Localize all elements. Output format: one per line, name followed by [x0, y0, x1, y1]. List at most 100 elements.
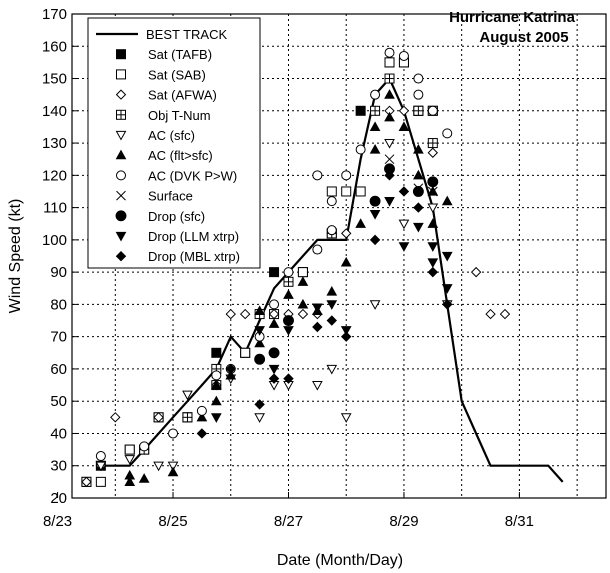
legend-box — [87, 17, 261, 269]
sat-tafb-marker — [269, 267, 280, 278]
ac-sfc-marker — [182, 390, 193, 401]
ac-sfc-marker — [153, 461, 164, 472]
ac-sfc-marker — [115, 130, 127, 141]
obj-tnum-marker — [283, 276, 294, 287]
ac-flt-marker — [268, 318, 280, 328]
ac-flt-marker — [283, 289, 294, 299]
ac-dvk-marker — [168, 428, 179, 439]
ac-sfc-marker — [369, 300, 381, 310]
drop-llm-marker — [268, 364, 280, 375]
drop-mbl-marker — [384, 170, 395, 181]
best-track-layer — [100, 76, 564, 483]
chart-subtitle: August 2005 — [479, 29, 568, 46]
legend-label: BEST TRACK — [146, 27, 227, 42]
data-markers — [81, 47, 511, 488]
sat-sab-marker — [95, 476, 106, 487]
drop-llm-marker — [441, 251, 453, 262]
sat-tafb-marker — [355, 105, 366, 116]
drop-llm-marker — [254, 326, 265, 336]
ac-flt-marker — [413, 169, 424, 180]
ac-sfc-marker — [340, 413, 352, 423]
sat-afwa-marker — [398, 105, 410, 117]
ac-flt-marker — [384, 89, 395, 99]
x-tick-label: 8/27 — [274, 513, 303, 530]
sat-sab-marker — [384, 57, 395, 68]
drop-llm-marker — [413, 222, 424, 233]
sat-afwa-marker — [485, 308, 496, 320]
axes: 20 30 40 50 60 70 80 90 100 110 120 130 140 150 160 170… — [42, 6, 607, 530]
ac-dvk-marker — [427, 105, 438, 116]
obj-tnum-marker — [182, 412, 193, 423]
sat-sab-marker — [116, 69, 126, 80]
ac-dvk-marker — [355, 144, 366, 155]
ac-flt-marker — [167, 466, 179, 477]
y-tick-label: 170 — [42, 6, 67, 23]
legend-label: Obj T-Num — [148, 108, 211, 123]
ac-flt-marker — [340, 256, 352, 267]
best-track-line — [100, 76, 564, 483]
legend: BEST TRACK Sat (TAFB) Sat (SAB) Sat (AFWA) O… — [87, 17, 261, 269]
y-axis-title: Wind Speed (kt) — [7, 199, 24, 314]
legend-label: Drop (LLM xtrp) — [148, 229, 239, 244]
ac-dvk-marker — [312, 170, 323, 181]
legend-label: Drop (sfc) — [148, 209, 205, 224]
drop-mbl-marker — [427, 266, 439, 278]
surface-marker — [384, 154, 395, 165]
sat-afwa-marker — [499, 308, 511, 320]
ac-dvk-marker — [326, 225, 337, 236]
drop-llm-marker — [115, 231, 127, 242]
legend-label: AC (DVK P>W) — [148, 168, 237, 183]
ac-dvk-marker — [398, 50, 409, 61]
ac-sfc-marker — [398, 219, 410, 230]
ac-flt-marker — [427, 218, 439, 228]
y-tick-label: 50 — [50, 393, 67, 410]
drop-llm-marker — [369, 209, 381, 220]
ac-flt-marker — [369, 121, 381, 132]
ac-dvk-marker — [413, 73, 424, 84]
ac-flt-marker — [441, 195, 453, 206]
ac-sfc-marker — [95, 461, 107, 472]
ac-sfc-marker — [124, 455, 136, 465]
drop-mbl-marker — [254, 399, 265, 410]
ac-dvk-marker — [312, 244, 323, 255]
ac-flt-marker — [210, 395, 222, 406]
ac-dvk-marker — [116, 170, 126, 181]
obj-tnum-marker — [370, 105, 381, 116]
ac-flt-marker — [326, 285, 338, 296]
y-tick-label: 70 — [50, 329, 67, 346]
y-tick-label: 160 — [42, 38, 67, 55]
y-tick-label: 130 — [42, 135, 67, 152]
y-tick-label: 40 — [50, 425, 67, 442]
x-tick-label: 8/29 — [389, 513, 418, 530]
ac-sfc-marker — [312, 380, 323, 391]
legend-label: Surface — [148, 189, 193, 204]
ac-dvk-marker — [196, 405, 207, 416]
drop-mbl-marker — [225, 363, 236, 375]
ac-flt-marker — [413, 143, 424, 154]
ac-dvk-marker — [370, 89, 381, 100]
y-tick-label: 140 — [42, 103, 67, 120]
drop-mbl-marker — [398, 186, 410, 197]
ac-sfc-marker — [167, 461, 179, 472]
ac-flt-marker — [384, 111, 395, 122]
drop-llm-marker — [427, 258, 439, 268]
drop-mbl-marker — [413, 202, 424, 213]
ac-flt-marker — [124, 476, 136, 486]
drop-sfc-marker — [268, 347, 280, 359]
legend-label: Sat (TAFB) — [148, 47, 212, 62]
ac-dvk-marker — [211, 370, 222, 381]
drop-mbl-marker — [369, 234, 381, 246]
drop-mbl-marker — [341, 331, 352, 342]
plot-frame — [71, 13, 607, 499]
drop-llm-marker — [384, 197, 395, 207]
ac-dvk-marker — [269, 299, 280, 310]
y-tick-label: 80 — [50, 296, 67, 313]
sat-afwa-marker — [239, 308, 251, 320]
y-tick-label: 110 — [43, 200, 67, 217]
drop-mbl-marker — [196, 428, 208, 439]
drop-llm-marker — [326, 300, 338, 310]
obj-tnum-marker — [116, 109, 126, 120]
sat-afwa-marker — [341, 228, 352, 239]
sat-sab-marker — [240, 347, 251, 358]
